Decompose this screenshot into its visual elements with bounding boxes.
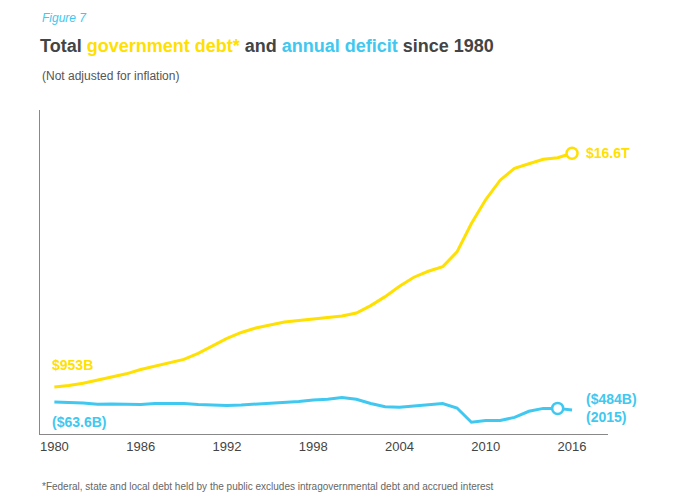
svg-text:$16.6T: $16.6T <box>586 145 630 161</box>
svg-text:1998: 1998 <box>299 439 328 454</box>
svg-text:Total government debt* and ann: Total government debt* and annual defici… <box>40 36 494 56</box>
svg-text:(Not adjusted for inflation): (Not adjusted for inflation) <box>42 69 179 83</box>
svg-text:*Federal, state and local debt: *Federal, state and local debt held by t… <box>42 481 494 492</box>
svg-text:Figure 7: Figure 7 <box>42 11 87 25</box>
svg-text:1992: 1992 <box>212 439 241 454</box>
svg-text:($63.6B): ($63.6B) <box>52 414 106 430</box>
svg-text:$953B: $953B <box>52 357 93 373</box>
svg-text:2004: 2004 <box>385 439 414 454</box>
svg-text:2016: 2016 <box>558 439 587 454</box>
svg-text:2010: 2010 <box>471 439 500 454</box>
svg-text:1980: 1980 <box>40 439 69 454</box>
svg-text:($484B)(2015): ($484B)(2015) <box>586 391 637 425</box>
svg-text:1986: 1986 <box>126 439 155 454</box>
